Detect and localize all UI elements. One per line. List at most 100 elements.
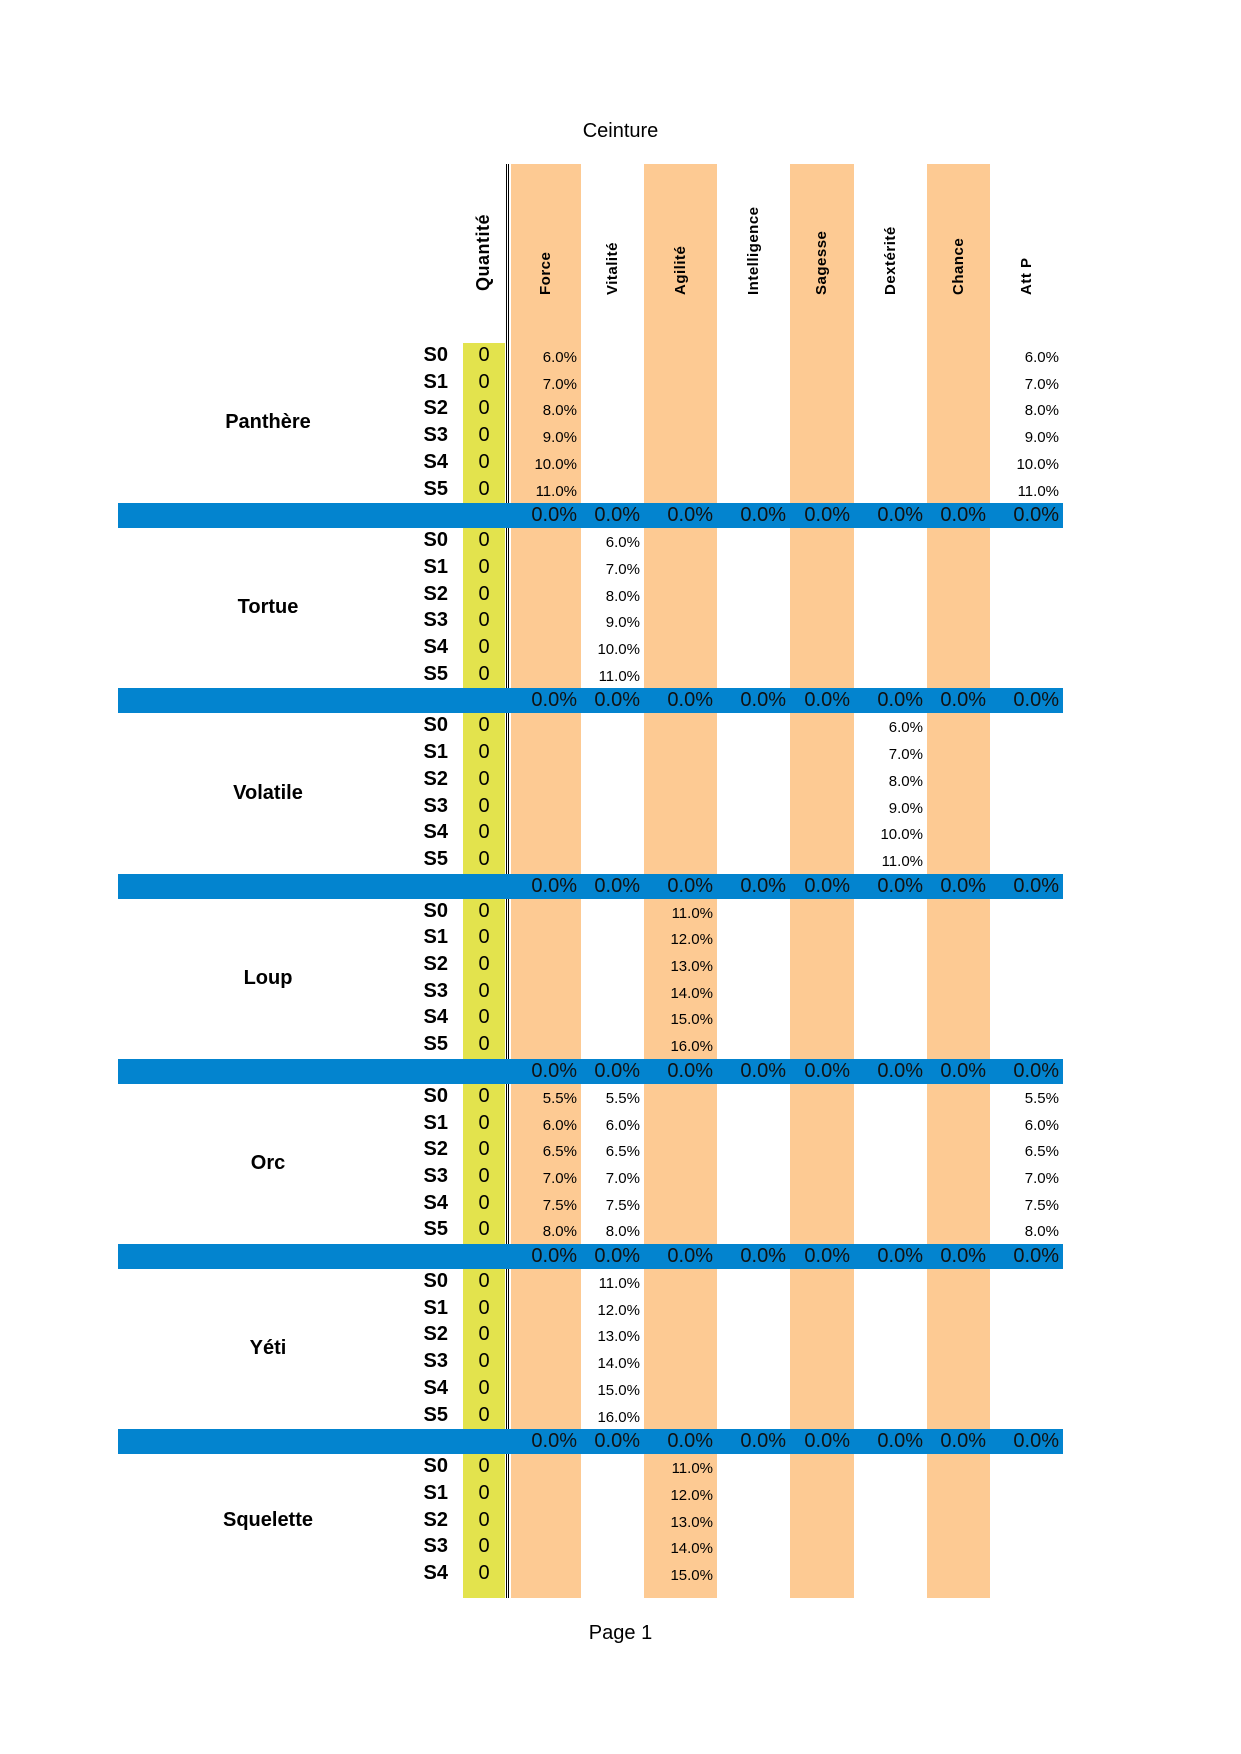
- total-cell: 0.0%: [940, 1430, 986, 1453]
- row-label: S4: [423, 1006, 448, 1029]
- quantity-cell: 0: [478, 926, 490, 949]
- row-label: S2: [423, 397, 448, 420]
- value-cell: 13.0%: [670, 1513, 713, 1531]
- quantity-cell: 0: [478, 794, 490, 817]
- row-label: S3: [423, 794, 448, 817]
- value-cell: 6.0%: [1024, 349, 1059, 366]
- value-cell: 8.0%: [605, 587, 640, 605]
- quantity-cell: 0: [478, 450, 490, 473]
- quantity-cell: 0: [478, 1006, 490, 1029]
- value-cell: 9.0%: [888, 799, 923, 817]
- value-cell: 7.0%: [1024, 1169, 1059, 1187]
- quantity-cell: 0: [478, 397, 490, 420]
- quantity-cell: 0: [478, 1270, 490, 1292]
- column-header: Force: [511, 164, 581, 312]
- total-cell: 0.0%: [940, 689, 986, 712]
- row-label: S4: [423, 1191, 448, 1214]
- total-cell: 0.0%: [594, 874, 640, 897]
- quantity-cell: 0: [478, 1111, 490, 1134]
- total-cell: 0.0%: [1013, 874, 1059, 897]
- value-cell: 9.0%: [1024, 429, 1059, 447]
- value-cell: 7.0%: [542, 1169, 577, 1187]
- row-label: S3: [423, 609, 448, 632]
- row-label: S4: [423, 1376, 448, 1399]
- total-cell: 0.0%: [877, 1430, 923, 1453]
- total-cell: 0.0%: [531, 874, 577, 897]
- value-cell: 8.0%: [542, 1223, 577, 1241]
- row-label: S4: [423, 450, 448, 473]
- group-name: Loup: [243, 966, 293, 989]
- value-cell: 5.5%: [605, 1089, 640, 1107]
- value-cell: 6.5%: [605, 1143, 640, 1161]
- group-name: Volatile: [233, 781, 303, 804]
- total-cell: 0.0%: [594, 1059, 640, 1082]
- value-cell: 14.0%: [670, 984, 713, 1002]
- total-cell: 0.0%: [804, 874, 850, 897]
- total-cell: 0.0%: [940, 1059, 986, 1082]
- row-label: S1: [423, 926, 448, 949]
- quantity-cell: 0: [478, 582, 490, 605]
- total-cell: 0.0%: [740, 1430, 786, 1453]
- row-label: S2: [423, 1138, 448, 1161]
- column-header-label: Chance: [949, 237, 967, 295]
- group-name: Squelette: [222, 1508, 314, 1531]
- value-cell: 9.0%: [605, 614, 640, 632]
- quantity-cell: 0: [478, 477, 490, 500]
- quantity-cell: 0: [478, 1218, 490, 1241]
- total-cell: 0.0%: [667, 1245, 713, 1267]
- value-cell: 14.0%: [670, 1540, 713, 1558]
- total-cell: 0.0%: [594, 504, 640, 527]
- quantity-cell: 0: [478, 1138, 490, 1161]
- value-cell: 10.0%: [534, 455, 577, 473]
- column-header: Agilité: [644, 164, 717, 312]
- row-label: S2: [423, 767, 448, 790]
- quantity-cell: 0: [478, 714, 490, 737]
- column-header: Intelligence: [717, 164, 790, 312]
- total-cell: 0.0%: [740, 689, 786, 712]
- quantity-cell: 0: [478, 1350, 490, 1373]
- value-cell: 7.5%: [542, 1196, 577, 1214]
- row-label: S4: [423, 1562, 448, 1584]
- value-cell: 6.0%: [542, 349, 577, 366]
- quantity-cell: 0: [478, 344, 490, 366]
- value-cell: 7.5%: [605, 1196, 640, 1214]
- row-label: S2: [423, 953, 448, 975]
- value-cell: 15.0%: [597, 1381, 640, 1399]
- row-label: S0: [423, 529, 448, 552]
- row-label: S1: [423, 1111, 448, 1134]
- value-cell: 16.0%: [670, 1038, 713, 1056]
- value-cell: 5.5%: [542, 1089, 577, 1107]
- column-header: Vitalité: [581, 164, 644, 312]
- total-cell: 0.0%: [1013, 1245, 1059, 1267]
- column-header-label: Vitalité: [603, 242, 621, 295]
- value-cell: 14.0%: [597, 1355, 640, 1373]
- column-header: Att P: [990, 164, 1063, 312]
- row-label: S0: [423, 714, 448, 737]
- total-cell: 0.0%: [594, 1245, 640, 1267]
- total-cell: 0.0%: [877, 1245, 923, 1267]
- row-label: S3: [423, 1535, 448, 1558]
- quantity-cell: 0: [478, 1296, 490, 1319]
- row-label: S0: [423, 1270, 448, 1292]
- row-label: S0: [423, 1455, 448, 1478]
- column-header-label: Intelligence: [744, 206, 762, 295]
- value-cell: 16.0%: [597, 1408, 640, 1426]
- value-cell: 11.0%: [671, 904, 713, 922]
- quantity-cell: 0: [478, 741, 490, 764]
- column-header-label: Agilité: [671, 245, 689, 295]
- total-cell: 0.0%: [667, 689, 713, 712]
- row-label: S1: [423, 1481, 448, 1504]
- sheet-title: Ceinture: [582, 120, 659, 142]
- total-cell: 0.0%: [531, 504, 577, 527]
- value-cell: 8.0%: [605, 1223, 640, 1241]
- value-cell: 6.5%: [542, 1143, 577, 1161]
- quantity-cell: 0: [478, 979, 490, 1002]
- value-cell: 8.0%: [888, 772, 923, 790]
- header-quantity-label: Quantité: [473, 213, 493, 291]
- value-cell: 10.0%: [597, 641, 640, 658]
- total-cell: 0.0%: [940, 874, 986, 897]
- total-cell: 0.0%: [877, 504, 923, 527]
- total-cell: 0.0%: [667, 874, 713, 897]
- column-header: Chance: [927, 164, 990, 312]
- row-label: S1: [423, 555, 448, 578]
